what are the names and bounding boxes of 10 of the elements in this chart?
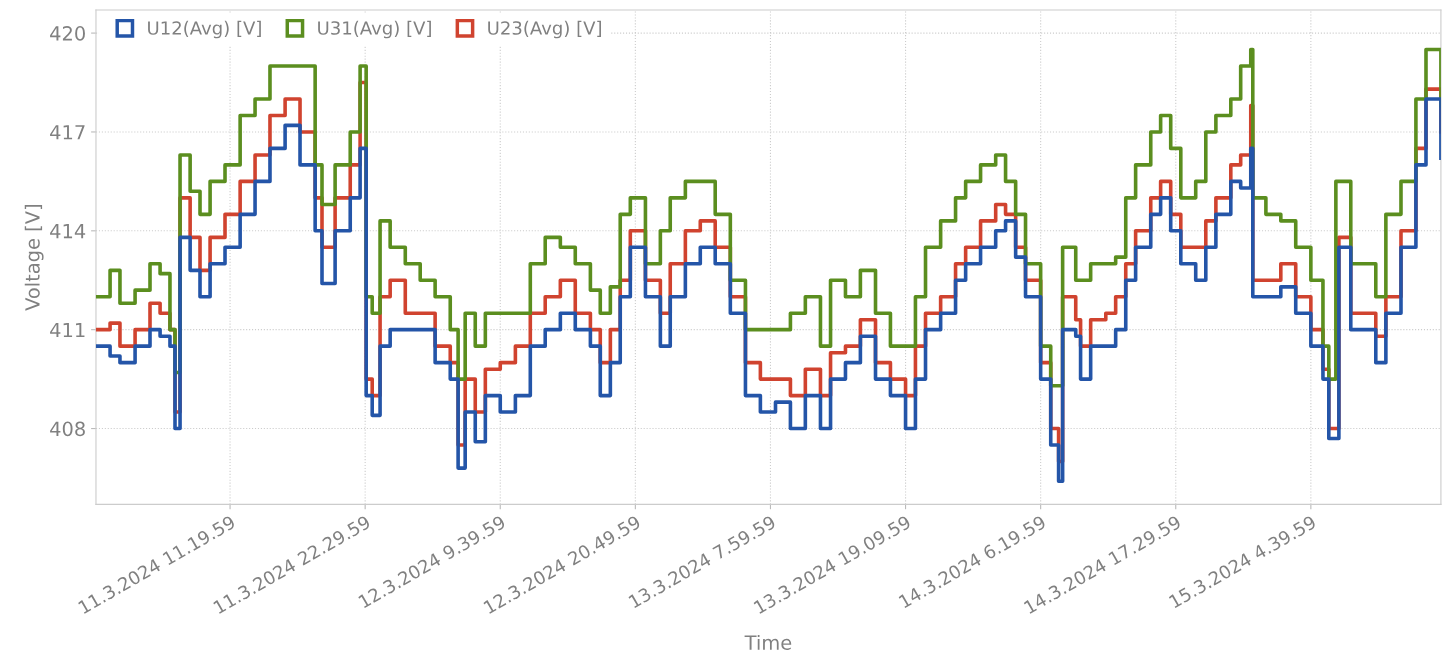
y-tick-label: 408: [50, 421, 85, 437]
y-tick-label: 420: [50, 26, 85, 41]
y-axis-title: Voltage [V]: [24, 205, 44, 311]
y-tick-label: 411: [50, 322, 85, 338]
legend-label: U31(Avg) [V]: [318, 20, 431, 39]
legend-label: U23(Avg) [V]: [488, 20, 601, 39]
y-tick-label: 417: [50, 125, 85, 140]
y-tick-label: 414: [50, 224, 86, 239]
legend-label: U12(Avg) [V]: [148, 20, 261, 39]
x-axis-title: Time: [744, 634, 792, 650]
